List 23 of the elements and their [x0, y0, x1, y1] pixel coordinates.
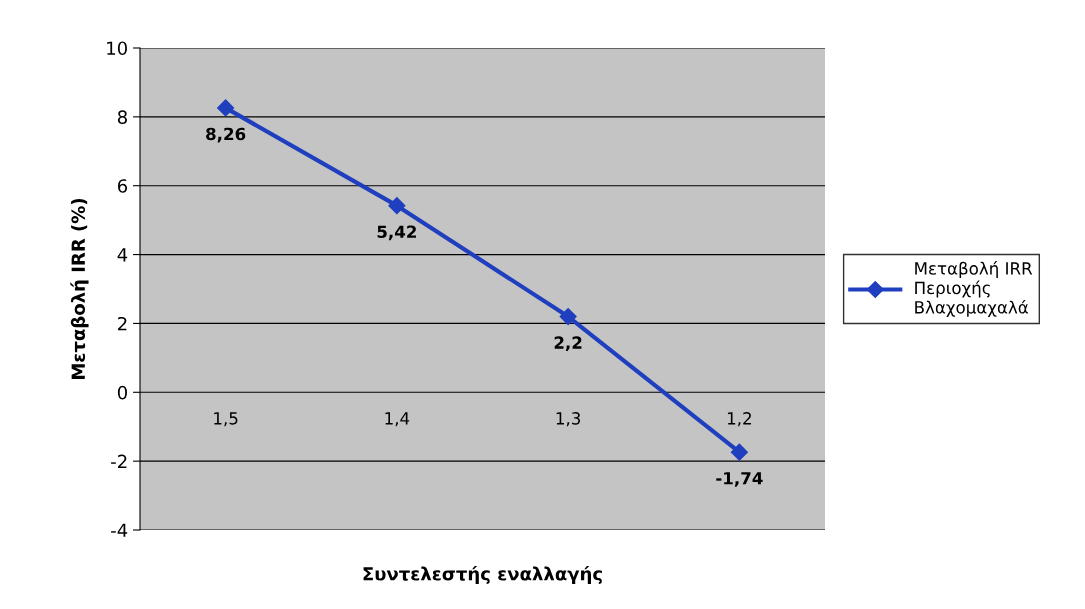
y-tick-label: 2	[118, 316, 127, 331]
y-tick-label: 8	[117, 110, 127, 124]
y-tick-label: -2	[111, 454, 127, 468]
y-tick-label: 0	[117, 385, 127, 400]
x-tick-label: 1,5	[214, 412, 238, 427]
x-tick-label: 1,2	[727, 412, 751, 427]
data-label: -1,74	[716, 472, 763, 487]
point	[559, 307, 577, 326]
x-tick-label: 1,3	[556, 412, 581, 427]
point	[730, 443, 748, 461]
y-tick-label: 4	[117, 248, 128, 262]
point	[217, 99, 235, 117]
data-label: 8,26	[206, 127, 246, 143]
y-tick-label: -4	[111, 523, 128, 537]
x-axis-title: Συντελεστής εναλλαγής	[363, 565, 602, 585]
y-tick-label: 10	[107, 41, 127, 56]
point	[388, 197, 406, 215]
x-tick-label: 1,4	[385, 412, 410, 427]
y-axis-title: Μεταβολή IRR (%)	[70, 198, 89, 379]
y-tick-label: 6	[117, 179, 128, 193]
data-label: 2,2	[554, 336, 582, 352]
data-label: 5,42	[377, 225, 416, 241]
legend-label: Μεταβολή IRR Περιοχής Βλαχομαχαλά	[915, 261, 1033, 317]
